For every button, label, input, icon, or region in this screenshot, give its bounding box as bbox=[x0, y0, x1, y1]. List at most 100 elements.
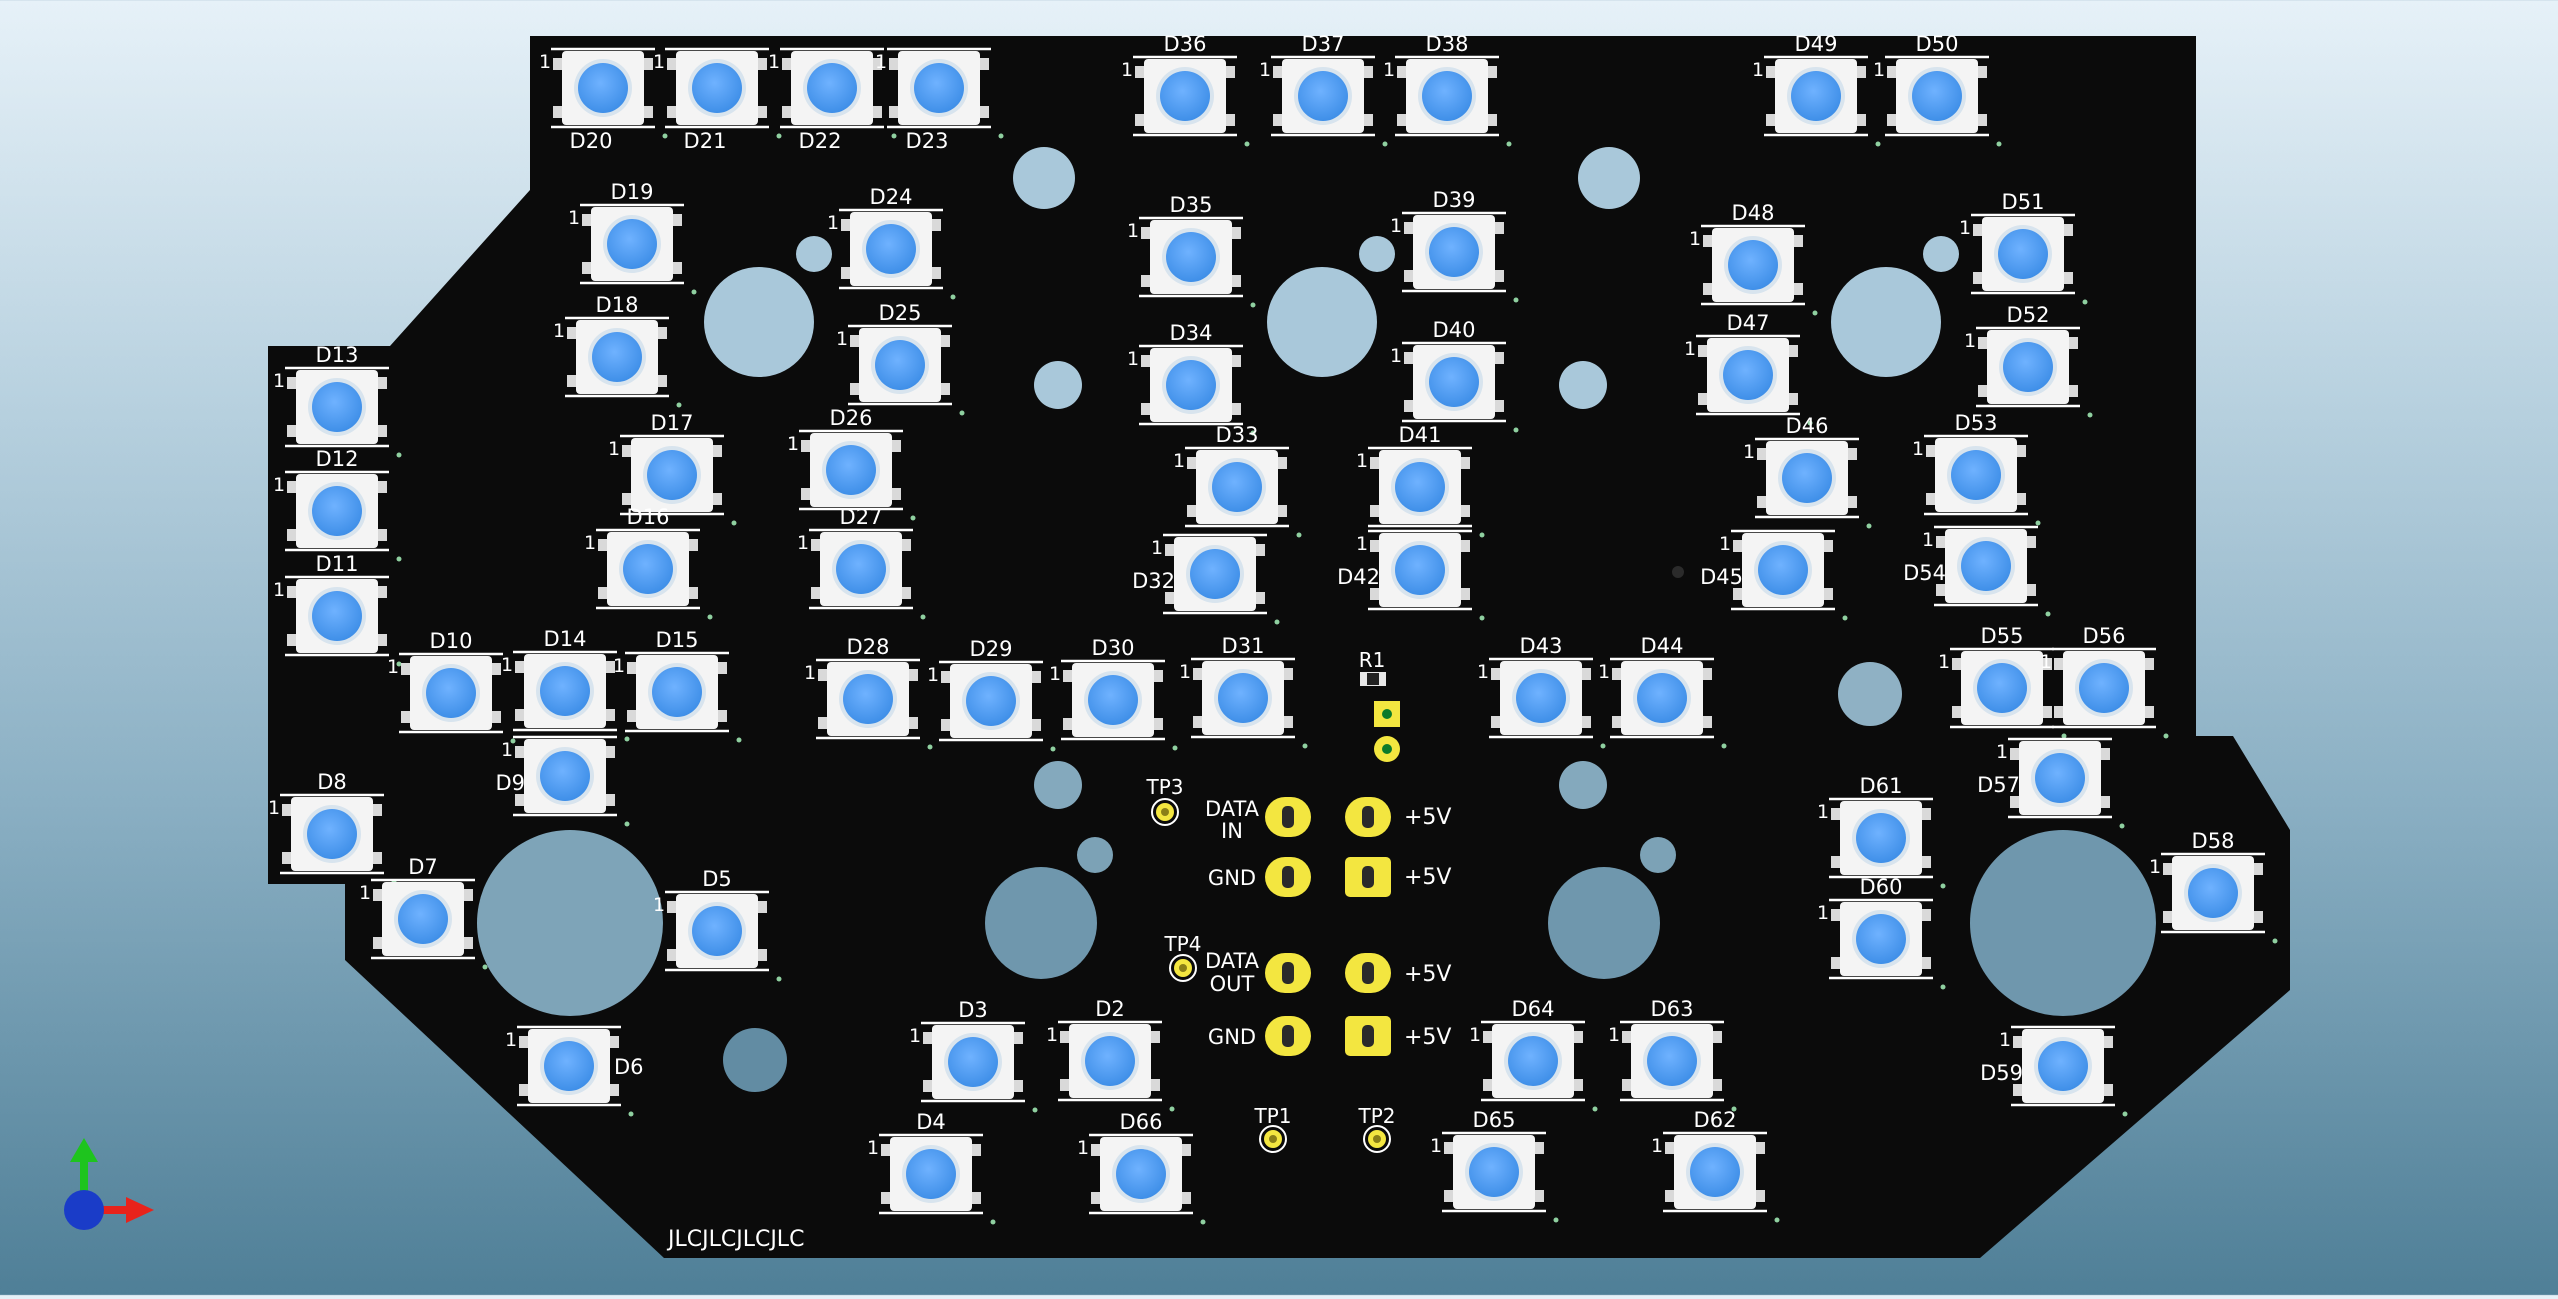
led-d38[interactable]: 1 D38 bbox=[1383, 32, 1512, 147]
led-d27[interactable]: 1 D27 bbox=[797, 505, 926, 620]
led-d2[interactable]: 1 D2 bbox=[1046, 997, 1175, 1112]
led-d49[interactable]: 1 D49 bbox=[1752, 32, 1881, 147]
led-d31[interactable]: 1 D31 bbox=[1179, 634, 1308, 749]
led-d6[interactable]: 1 D6 bbox=[505, 1025, 644, 1117]
led-d33[interactable]: 1 D33 bbox=[1173, 423, 1302, 538]
pin1-mark: 1 bbox=[1817, 902, 1829, 924]
test-point-tp2[interactable]: TP2 bbox=[1357, 1104, 1396, 1153]
led-d12[interactable]: 1 D12 bbox=[273, 447, 402, 562]
led-d14[interactable]: 1 D14 bbox=[501, 627, 630, 742]
test-point-tp3[interactable]: TP3 bbox=[1145, 775, 1184, 826]
led-d34[interactable]: 1 D34 bbox=[1127, 321, 1256, 436]
led-d19[interactable]: 1 D19 bbox=[568, 180, 697, 295]
led-d11[interactable]: 1 D11 bbox=[273, 552, 402, 667]
pin1-mark: 1 bbox=[505, 1029, 517, 1051]
led-d55[interactable]: 1 D55 bbox=[1938, 624, 2067, 739]
led-d7[interactable]: 1 D7 bbox=[359, 855, 488, 970]
led-d39[interactable]: 1 D39 bbox=[1390, 188, 1519, 303]
resistor-r1[interactable]: R1 bbox=[1359, 648, 1400, 762]
led-d60[interactable]: 1 D60 bbox=[1817, 875, 1946, 990]
axes-orientation-icon[interactable] bbox=[64, 1138, 154, 1230]
led-d52[interactable]: 1 D52 bbox=[1964, 303, 2093, 418]
led-d56[interactable]: 1 D56 bbox=[2040, 624, 2169, 739]
pin1-mark: 1 bbox=[1383, 59, 1395, 81]
led-d48[interactable]: 1 D48 bbox=[1689, 201, 1818, 316]
led-d53[interactable]: 1 D53 bbox=[1912, 411, 2041, 526]
led-lens bbox=[1088, 675, 1138, 725]
pin1-mark: 1 bbox=[501, 739, 513, 761]
led-d41[interactable]: 1 D41 bbox=[1356, 423, 1485, 538]
led-d58[interactable]: 1 D58 bbox=[2149, 829, 2278, 944]
led-d5[interactable]: 1 D5 bbox=[653, 867, 782, 982]
led-d24[interactable]: 1 D24 bbox=[827, 185, 956, 300]
led-d9[interactable]: 1D9 bbox=[495, 735, 630, 827]
led-d63[interactable]: 1 D63 bbox=[1608, 997, 1737, 1112]
pin1-mark: 1 bbox=[1938, 651, 1950, 673]
led-d51[interactable]: 1 D51 bbox=[1959, 190, 2088, 305]
led-d18[interactable]: 1 D18 bbox=[553, 293, 682, 408]
led-d62[interactable]: 1 D62 bbox=[1651, 1108, 1780, 1223]
led-d46[interactable]: 1 D46 bbox=[1743, 414, 1872, 529]
led-d36[interactable]: 1 D36 bbox=[1121, 32, 1250, 147]
pin1-mark: 1 bbox=[608, 438, 620, 460]
led-ref-label: D56 bbox=[2083, 624, 2126, 648]
led-d20[interactable]: 1 D20 bbox=[539, 47, 668, 153]
led-d23[interactable]: 1 D23 bbox=[875, 47, 1004, 153]
led-d64[interactable]: 1 D64 bbox=[1469, 997, 1598, 1112]
connector-row[interactable]: DATA OUT +5V bbox=[1205, 949, 1452, 996]
led-ref-label: D5 bbox=[702, 867, 732, 891]
connector-row[interactable]: DATA IN +5V bbox=[1205, 797, 1452, 843]
test-point-tp4[interactable]: TP4 bbox=[1163, 932, 1202, 982]
led-d10[interactable]: 1 D10 bbox=[387, 629, 516, 744]
led-ref-label: D20 bbox=[570, 129, 613, 153]
test-point-tp1[interactable]: TP1 bbox=[1253, 1104, 1292, 1153]
led-d35[interactable]: 1 D35 bbox=[1127, 193, 1256, 308]
led-d28[interactable]: 1 D28 bbox=[804, 635, 933, 750]
pin1-mark: 1 bbox=[1959, 217, 1971, 239]
led-d16[interactable]: 1 D16 bbox=[584, 505, 713, 620]
led-d3[interactable]: 1 D3 bbox=[909, 998, 1038, 1113]
pin1-mark: 1 bbox=[1912, 438, 1924, 460]
led-d43[interactable]: 1 D43 bbox=[1477, 634, 1606, 749]
led-d26[interactable]: 1 D26 bbox=[787, 406, 916, 521]
led-d13[interactable]: 1 D13 bbox=[273, 343, 402, 458]
connector-row[interactable]: GND +5V bbox=[1208, 1016, 1452, 1056]
led-d44[interactable]: 1 D44 bbox=[1598, 634, 1727, 749]
pin1-mark: 1 bbox=[1390, 215, 1402, 237]
connector-row[interactable]: GND +5V bbox=[1208, 857, 1452, 897]
led-d8[interactable]: 1 D8 bbox=[268, 770, 397, 885]
pin1-mark: 1 bbox=[1689, 228, 1701, 250]
led-lens bbox=[426, 668, 476, 718]
led-d29[interactable]: 1 D29 bbox=[927, 637, 1056, 752]
led-d30[interactable]: 1 D30 bbox=[1049, 636, 1178, 751]
led-d17[interactable]: 1 D17 bbox=[608, 411, 737, 526]
led-ref-label: D50 bbox=[1916, 32, 1959, 56]
led-lens bbox=[312, 591, 362, 641]
pin1-mark: 1 bbox=[1651, 1135, 1663, 1157]
led-d61[interactable]: 1 D61 bbox=[1817, 774, 1946, 889]
pin1-mark: 1 bbox=[387, 656, 399, 678]
led-ref-label: D47 bbox=[1727, 311, 1770, 335]
led-d47[interactable]: 1 D47 bbox=[1684, 311, 1813, 426]
led-d25[interactable]: 1 D25 bbox=[836, 301, 965, 416]
led-d37[interactable]: 1 D37 bbox=[1259, 32, 1388, 147]
led-d66[interactable]: 1 D66 bbox=[1077, 1110, 1206, 1225]
led-lens bbox=[592, 332, 642, 382]
led-d65[interactable]: 1 D65 bbox=[1430, 1108, 1559, 1223]
led-d22[interactable]: 1 D22 bbox=[768, 47, 897, 153]
led-d40[interactable]: 1 D40 bbox=[1390, 318, 1519, 433]
led-d15[interactable]: 1 D15 bbox=[613, 628, 742, 743]
pin1-mark: 1 bbox=[1752, 59, 1764, 81]
led-d50[interactable]: 1 D50 bbox=[1873, 32, 2002, 147]
led-d4[interactable]: 1 D4 bbox=[867, 1110, 996, 1225]
led-d21[interactable]: 1 D21 bbox=[653, 47, 782, 153]
led-ref-label: D49 bbox=[1795, 32, 1838, 56]
